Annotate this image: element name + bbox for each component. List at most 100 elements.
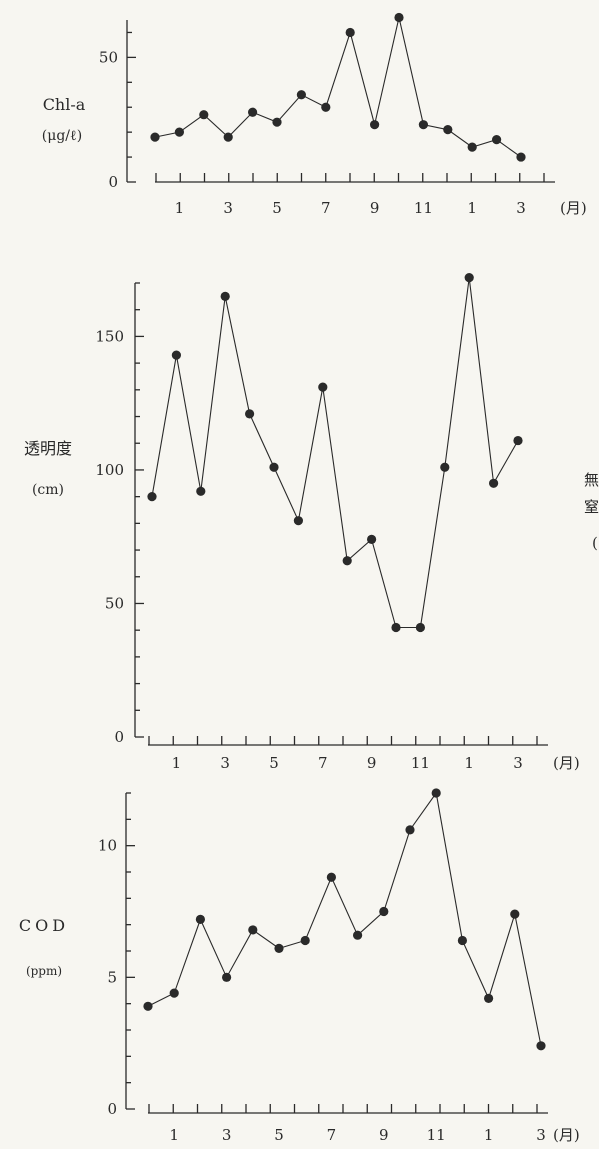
transparency-x-tick-label: 3 — [513, 754, 523, 772]
cod-x-tick-label: 3 — [536, 1126, 546, 1144]
chla-x-unit: (月) — [560, 199, 587, 217]
chla-data-point — [248, 107, 258, 117]
chla-data-point — [467, 142, 477, 152]
chla-data-point — [150, 132, 160, 142]
chla-x-tick-label: 1 — [467, 199, 477, 217]
chla-x-tick-label: 11 — [414, 199, 433, 217]
edge-text-group: 無 窒 ( — [584, 471, 599, 552]
transparency-y-tick-label: 50 — [105, 594, 124, 612]
transparency-x-unit: (月) — [553, 754, 580, 772]
cod-x-tick-label: 3 — [222, 1126, 232, 1144]
transparency-series-line — [151, 277, 519, 629]
transparency-data-point — [367, 534, 377, 544]
cod-data-point — [169, 988, 179, 998]
chla-data-point — [296, 90, 306, 100]
cod-data-point — [353, 930, 363, 940]
transparency-x-tick-label: 1 — [464, 754, 474, 772]
cod-series-line — [147, 791, 542, 1046]
chla-y-tick-label: 50 — [99, 48, 118, 66]
cod-axis-title: COD — [19, 916, 69, 935]
cod-data-point — [248, 925, 258, 935]
transparency-data-point — [513, 435, 523, 446]
transparency-x-tick-label: 7 — [318, 754, 328, 772]
transparency-x-tick-label: 11 — [411, 754, 430, 772]
transparency-data-point — [147, 492, 157, 502]
transparency-data-point — [196, 486, 206, 496]
transparency-data-point — [440, 462, 450, 472]
edge-text-1: 無 — [584, 471, 599, 489]
transparency-x-tick-label: 1 — [172, 754, 182, 772]
cod-x-unit: (月) — [553, 1126, 580, 1144]
cod-data-point — [405, 825, 415, 835]
cod-y-tick-label: 10 — [98, 837, 117, 855]
chla-data-point — [345, 27, 355, 38]
transparency-x-tick-label: 3 — [220, 754, 230, 772]
chla-data-point — [223, 132, 233, 142]
transparency-y-tick-label: 100 — [95, 461, 124, 479]
cod-data-point — [143, 1001, 153, 1011]
chla-data-point — [174, 127, 184, 137]
chla-x-tick-label: 1 — [175, 199, 185, 217]
transparency-axis-unit: (cm) — [32, 482, 64, 498]
transparency-data-point — [269, 462, 279, 472]
cod-data-point — [379, 906, 389, 917]
chla-data-point — [394, 12, 404, 23]
cod-data-point — [300, 935, 310, 946]
cod-y-tick-label: 5 — [107, 968, 117, 986]
cod-data-point — [484, 993, 494, 1004]
cod-x-tick-label: 9 — [379, 1126, 389, 1144]
chla-x-tick-label: 5 — [272, 199, 282, 217]
chla-data-point — [370, 120, 380, 130]
chla-data-point — [516, 152, 526, 162]
cod-data-point — [274, 943, 284, 953]
transparency-data-point — [489, 478, 499, 488]
cod-data-point — [510, 909, 520, 919]
cod-y-tick-label: 0 — [107, 1100, 117, 1118]
cod-data-point — [536, 1041, 546, 1051]
transparency-axis-title: 透明度 — [24, 439, 72, 458]
chla-axis-title: Chl-a — [43, 95, 86, 114]
chla-data-point — [199, 110, 209, 120]
transparency-data-point — [293, 516, 303, 526]
transparency-data-point — [342, 556, 352, 566]
chla-data-point — [272, 117, 282, 127]
transparency-data-point — [171, 350, 181, 360]
chla-data-point — [418, 120, 428, 130]
cod-x-tick-label: 7 — [327, 1126, 337, 1144]
chla-data-point — [492, 135, 502, 145]
cod-data-point — [222, 972, 232, 982]
transparency-data-point — [391, 622, 401, 633]
cod-x-tick-label: 1 — [484, 1126, 494, 1144]
chla-data-point — [443, 125, 453, 135]
edge-text-3: ( — [592, 534, 598, 552]
chla-x-tick-label: 3 — [516, 199, 526, 217]
cod-axis-unit: (ppm) — [26, 964, 62, 978]
cod-x-tick-label: 1 — [169, 1126, 179, 1144]
transparency-y-tick-label: 0 — [114, 728, 124, 746]
transparency-y-tick-label: 150 — [95, 327, 124, 345]
transparency-x-tick-label: 5 — [269, 754, 279, 772]
cod-data-point — [195, 914, 205, 925]
transparency-data-point — [220, 291, 230, 301]
chla-x-tick-label: 3 — [223, 199, 233, 217]
transparency-x-tick-label: 9 — [367, 754, 377, 772]
cod-x-tick-label: 5 — [274, 1126, 284, 1144]
cod-x-tick-label: 11 — [427, 1126, 446, 1144]
edge-text-2: 窒 — [584, 498, 599, 516]
cod-data-point — [431, 788, 441, 798]
chla-series-line — [154, 17, 522, 158]
chla-data-point — [321, 102, 331, 112]
transparency-data-point — [464, 273, 474, 283]
cod-data-point — [457, 935, 467, 946]
transparency-data-point — [245, 409, 255, 419]
chla-y-tick-label: 0 — [108, 173, 118, 191]
cod-data-point — [326, 872, 336, 882]
chla-x-tick-label: 9 — [370, 199, 380, 217]
transparency-data-point — [318, 382, 328, 392]
chla-axis-unit: (μg/ℓ) — [42, 128, 82, 144]
transparency-data-point — [415, 622, 425, 633]
